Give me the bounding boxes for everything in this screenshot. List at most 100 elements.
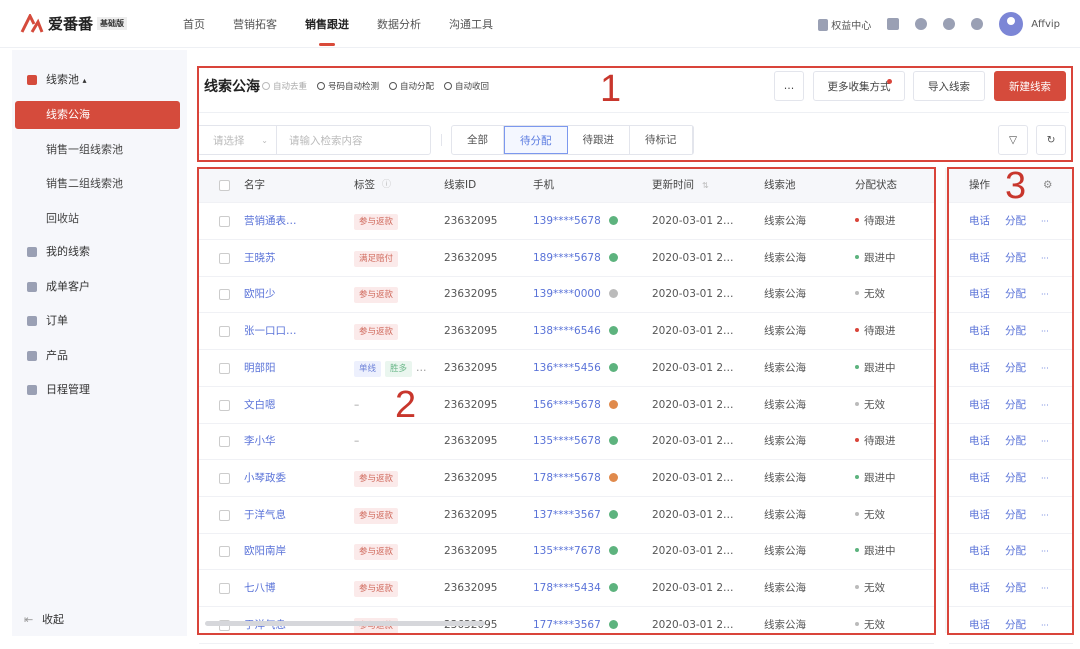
nav-item[interactable]: 数据分析 (377, 18, 421, 31)
sidebar-item[interactable]: 订单 (12, 307, 187, 335)
more-actions-icon[interactable]: ··· (1041, 327, 1049, 337)
more-actions-icon[interactable]: ··· (1041, 510, 1049, 520)
lead-name-link[interactable]: 张一口口… (244, 325, 297, 338)
row-checkbox[interactable] (219, 252, 230, 264)
call-link[interactable]: 电话 (969, 251, 990, 264)
assign-link[interactable]: 分配 (1005, 398, 1026, 411)
nav-item[interactable]: 营销拓客 (233, 18, 277, 31)
tab-3[interactable]: 待标记 (630, 126, 693, 154)
assign-link[interactable]: 分配 (1005, 508, 1026, 521)
more-actions-icon[interactable]: ··· (1041, 400, 1049, 410)
nav-item[interactable]: 销售跟进 (292, 0, 362, 48)
row-checkbox[interactable] (219, 326, 230, 338)
more-actions-icon[interactable]: ··· (1041, 584, 1049, 593)
phone-link[interactable]: 177****3567 (533, 618, 601, 631)
call-link[interactable]: 电话 (969, 471, 990, 484)
call-link[interactable]: 电话 (969, 618, 990, 631)
sidebar-subitem[interactable]: 线索公海 (15, 101, 180, 129)
tab-0[interactable]: 全部 (452, 126, 504, 154)
assign-link[interactable]: 分配 (1005, 435, 1026, 448)
avatar[interactable] (999, 12, 1024, 36)
phone-link[interactable]: 138****6546 (533, 325, 601, 338)
tab-2[interactable]: 待跟进 (568, 126, 630, 154)
sidebar-item[interactable]: 产品 (12, 342, 187, 370)
call-link[interactable]: 电话 (969, 325, 990, 338)
phone-link[interactable]: 139****0000 (533, 288, 601, 301)
row-checkbox[interactable] (219, 289, 230, 301)
assign-link[interactable]: 分配 (1005, 582, 1026, 594)
nav-item[interactable]: 沟通工具 (449, 18, 493, 31)
select-all-checkbox[interactable] (219, 180, 230, 191)
row-checkbox[interactable] (219, 546, 230, 558)
phone-link[interactable]: 136****5456 (533, 361, 601, 374)
sidebar-item[interactable]: 成单客户 (12, 273, 187, 301)
assign-link[interactable]: 分配 (1005, 251, 1026, 264)
phone-link[interactable]: 137****3567 (533, 508, 601, 521)
refresh-button[interactable]: ↻ (1036, 125, 1066, 155)
lead-name-link[interactable]: 王晓苏 (244, 251, 276, 264)
tab-1[interactable]: 待分配 (504, 126, 568, 154)
more-actions-icon[interactable]: ··· (1041, 620, 1049, 630)
assign-link[interactable]: 分配 (1005, 215, 1026, 227)
assign-link[interactable]: 分配 (1005, 361, 1026, 374)
search-input[interactable]: 请输入检索内容 (276, 125, 431, 155)
call-link[interactable]: 电话 (969, 361, 990, 374)
call-link[interactable]: 电话 (969, 435, 990, 448)
more-actions-icon[interactable]: ··· (1041, 217, 1049, 226)
phone-link[interactable]: 189****5678 (533, 251, 601, 264)
phone-link[interactable]: 135****5678 (533, 435, 601, 448)
rights-center-link[interactable]: 权益中心 (818, 17, 871, 32)
logo[interactable]: 爱番番 基础版 (20, 13, 128, 34)
sidebar-group-leads-pool[interactable]: 线索池 ▴ (12, 66, 187, 94)
row-checkbox[interactable] (219, 509, 230, 521)
lead-name-link[interactable]: 于洋气息 (244, 508, 286, 521)
call-link[interactable]: 电话 (969, 508, 990, 521)
row-checkbox[interactable] (219, 472, 230, 484)
more-actions-icon[interactable]: ··· (1041, 547, 1049, 557)
filter-button[interactable]: ▽ (998, 125, 1028, 155)
phone-link[interactable]: 178****5678 (533, 471, 601, 484)
assign-link[interactable]: 分配 (1005, 325, 1026, 338)
call-link[interactable]: 电话 (969, 215, 990, 227)
sidebar-subitem[interactable]: 销售二组线索池 (46, 177, 123, 190)
assign-link[interactable]: 分配 (1005, 618, 1026, 631)
sort-icon[interactable]: ⇅ (702, 181, 709, 190)
lead-name-link[interactable]: 明部阳 (244, 361, 276, 374)
bell-icon[interactable] (915, 18, 928, 30)
call-link[interactable]: 电话 (969, 545, 990, 558)
more-actions-icon[interactable]: ··· (1041, 473, 1049, 483)
row-checkbox[interactable] (219, 362, 230, 374)
collapse-button[interactable]: ⇤ 收起 (12, 606, 187, 634)
org-icon[interactable] (887, 18, 900, 30)
lead-name-link[interactable]: 欧阳少 (244, 288, 276, 301)
row-checkbox[interactable] (219, 399, 230, 411)
more-actions-icon[interactable]: ··· (1041, 363, 1049, 373)
horizontal-scrollbar[interactable] (205, 621, 485, 626)
call-link[interactable]: 电话 (969, 288, 990, 301)
row-checkbox[interactable] (219, 583, 230, 594)
row-checkbox[interactable] (219, 216, 230, 227)
sidebar-subitem[interactable]: 销售一组线索池 (46, 142, 123, 156)
column-header[interactable]: 更新时间 (652, 179, 694, 191)
phone-link[interactable]: 156****5678 (533, 398, 601, 411)
settings-icon[interactable] (971, 18, 984, 30)
sidebar-subitem[interactable]: 回收站 (46, 211, 79, 225)
more-actions-icon[interactable]: ··· (1041, 290, 1049, 300)
row-checkbox[interactable] (219, 436, 230, 448)
phone-link[interactable]: 178****5434 (533, 582, 601, 594)
assign-link[interactable]: 分配 (1005, 545, 1026, 558)
lead-name-link[interactable]: 欧阳南岸 (244, 545, 286, 558)
assign-link[interactable]: 分配 (1005, 288, 1026, 301)
import-leads-button[interactable]: 导入线索 (913, 71, 985, 101)
sidebar-item[interactable]: 我的线索 (12, 238, 187, 266)
more-collect-button[interactable]: 更多收集方式 (813, 71, 905, 101)
category-select[interactable]: 请选择 ⌄ (197, 125, 277, 155)
more-actions-icon[interactable]: ··· (1041, 253, 1049, 263)
help-icon[interactable] (943, 18, 956, 30)
sidebar-item[interactable]: 日程管理 (12, 376, 187, 404)
phone-link[interactable]: 139****5678 (533, 215, 601, 227)
call-link[interactable]: 电话 (969, 582, 990, 594)
username[interactable]: Affvip (1031, 18, 1060, 30)
nav-item[interactable]: 首页 (183, 18, 205, 31)
more-button[interactable]: … (774, 71, 804, 101)
